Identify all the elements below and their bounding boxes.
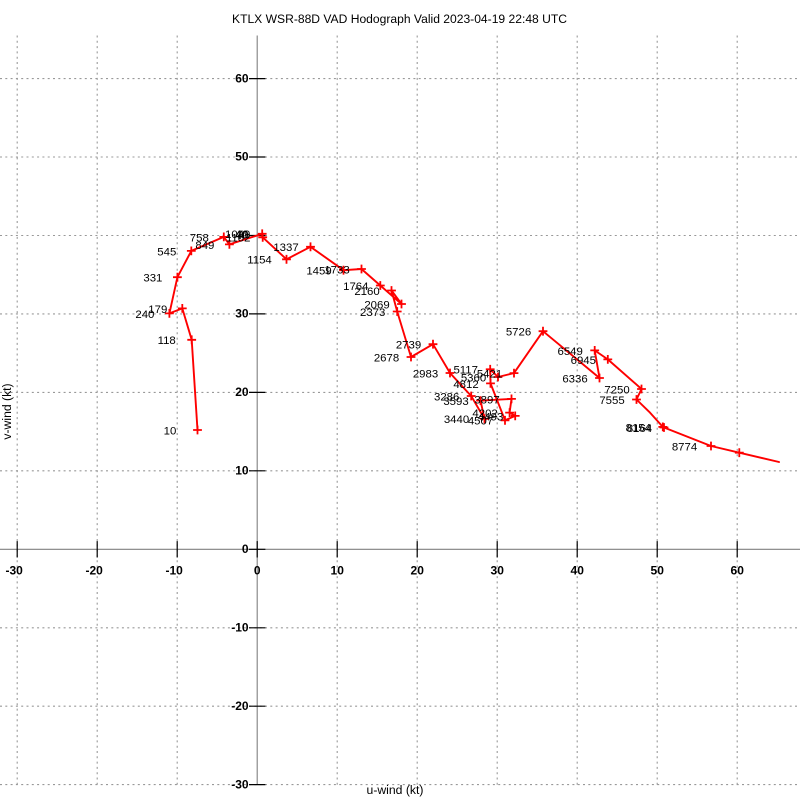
svg-text:30: 30: [235, 307, 249, 321]
svg-text:2160: 2160: [354, 286, 379, 298]
svg-text:1154: 1154: [247, 255, 272, 267]
svg-text:10: 10: [164, 425, 177, 437]
svg-text:4202: 4202: [472, 408, 497, 420]
svg-text:1733: 1733: [324, 264, 349, 276]
svg-text:1764: 1764: [343, 281, 368, 293]
svg-text:331: 331: [143, 273, 162, 285]
svg-text:2373: 2373: [360, 307, 385, 319]
svg-text:3440: 3440: [444, 414, 469, 426]
svg-text:5726: 5726: [506, 327, 531, 339]
svg-text:0: 0: [254, 564, 261, 578]
svg-text:758: 758: [190, 232, 209, 244]
svg-text:5117: 5117: [453, 365, 478, 377]
svg-text:40: 40: [571, 564, 585, 578]
svg-text:v-wind (kt): v-wind (kt): [0, 383, 14, 439]
svg-text:4812: 4812: [453, 379, 478, 391]
svg-text:4493: 4493: [478, 411, 503, 423]
svg-text:10: 10: [331, 564, 345, 578]
svg-text:-10: -10: [231, 621, 249, 635]
svg-text:4507: 4507: [468, 416, 493, 428]
svg-text:KTLX WSR-88D VAD Hodograph Val: KTLX WSR-88D VAD Hodograph Valid 2023-04…: [232, 12, 567, 26]
svg-text:-30: -30: [231, 777, 249, 791]
svg-text:7555: 7555: [599, 395, 624, 407]
svg-text:8164: 8164: [627, 423, 652, 435]
svg-text:2739: 2739: [396, 340, 421, 352]
svg-text:2069: 2069: [364, 299, 389, 311]
svg-text:3286: 3286: [434, 391, 459, 403]
svg-text:2678: 2678: [374, 352, 399, 364]
svg-text:7250: 7250: [604, 384, 629, 396]
svg-text:30: 30: [491, 564, 505, 578]
svg-text:-20: -20: [86, 564, 104, 578]
svg-text:8774: 8774: [672, 441, 697, 453]
svg-text:545: 545: [157, 246, 176, 258]
svg-text:u-wind (kt): u-wind (kt): [367, 783, 424, 797]
svg-text:5421: 5421: [477, 369, 502, 381]
svg-text:10: 10: [235, 464, 249, 478]
svg-text:2983: 2983: [413, 368, 438, 380]
svg-text:6549: 6549: [558, 346, 583, 358]
svg-text:20: 20: [411, 564, 425, 578]
svg-text:1049: 1049: [225, 229, 250, 241]
svg-text:20: 20: [235, 385, 249, 399]
svg-text:-20: -20: [231, 699, 249, 713]
svg-text:1459: 1459: [306, 266, 331, 278]
svg-text:3897: 3897: [474, 394, 499, 406]
svg-text:60: 60: [235, 71, 249, 85]
svg-text:240: 240: [135, 309, 154, 321]
svg-text:1102: 1102: [226, 233, 251, 245]
svg-text:60: 60: [731, 564, 745, 578]
svg-text:8154: 8154: [626, 422, 651, 434]
svg-text:0: 0: [242, 542, 249, 556]
svg-text:849: 849: [195, 240, 214, 252]
svg-text:6945: 6945: [571, 355, 596, 367]
svg-text:6336: 6336: [562, 373, 587, 385]
svg-text:179: 179: [148, 304, 167, 316]
svg-text:-10: -10: [166, 564, 184, 578]
svg-text:1337: 1337: [273, 242, 298, 254]
svg-text:50: 50: [651, 564, 665, 578]
svg-text:3593: 3593: [443, 396, 468, 408]
svg-text:5360: 5360: [461, 372, 486, 384]
svg-text:-30: -30: [6, 564, 24, 578]
svg-text:50: 50: [235, 150, 249, 164]
svg-text:118: 118: [158, 335, 176, 347]
